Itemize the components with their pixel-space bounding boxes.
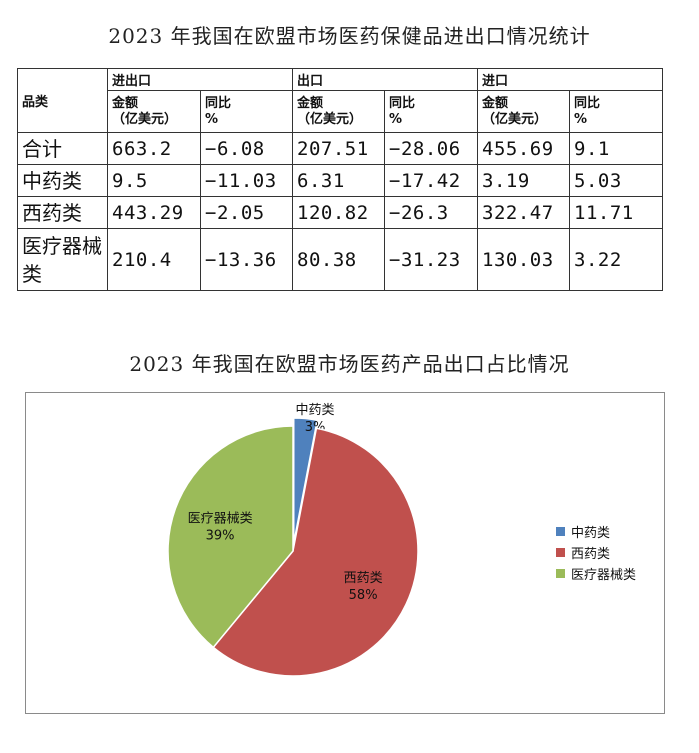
slice-percent-label: 58% [349, 588, 378, 603]
table-cell: 9.1 [569, 132, 664, 165]
legend-swatch [556, 569, 565, 578]
row-header: 品类 [17, 68, 108, 133]
legend-item: 中药类 [556, 521, 636, 542]
slice-name-label: 西药类 [344, 571, 383, 586]
table-row: 中药类 9.5 −11.03 6.31 −17.42 3.19 5.03 [17, 164, 664, 197]
chart-legend: 中药类西药类医疗器械类 [556, 521, 636, 584]
subheader-yoy: 同比% [199, 90, 294, 133]
pie-slice [167, 425, 294, 649]
table-cell: 3.22 [569, 228, 664, 291]
legend-swatch [556, 527, 565, 536]
table-cell: −13.36 [199, 228, 294, 291]
table-cell: −17.42 [384, 164, 479, 197]
row-label: 医疗器械类 [17, 228, 108, 291]
table-row: 医疗器械类 210.4 −13.36 80.38 −31.23 130.03 3.22 [17, 228, 664, 291]
row-label: 合计 [17, 132, 108, 165]
table-cell: −2.05 [199, 196, 294, 229]
legend-label: 医疗器械类 [571, 568, 637, 583]
table-cell: 322.47 [477, 196, 571, 229]
pie-chart-frame: 中药类 3% 西药类 58% 医疗器械类 39% 中药类 西药类 医疗器械类 [25, 392, 665, 714]
table-cell: 207.51 [292, 132, 386, 165]
table-cell: 120.82 [292, 196, 386, 229]
table-cell: −28.06 [384, 132, 479, 165]
subheader-yoy: 同比% [384, 90, 479, 133]
group-header-export: 出口 [292, 68, 479, 91]
table-row: 合计 663.2 −6.08 207.51 −28.06 455.69 9.1 [17, 132, 664, 165]
table-cell: −31.23 [384, 228, 479, 291]
slice-percent-label: 39% [206, 529, 235, 544]
table-cell: 6.31 [292, 164, 386, 197]
trade-stats-table: 品类 进出口 出口 进口 金额 （亿美元） 同比% 金额 （亿美元） 同比% 金额 （亿美元）… [17, 68, 664, 291]
chart-title: 2023 年我国在欧盟市场医药产品出口占比情况 [129, 352, 570, 376]
pie-slice [293, 417, 319, 544]
table-cell: 663.2 [107, 132, 201, 165]
table-cell: 130.03 [477, 228, 571, 291]
subheader-yoy: 同比% [569, 90, 664, 133]
slice-name-label: 医疗器械类 [188, 512, 253, 527]
table-cell: 210.4 [107, 228, 201, 291]
row-label: 西药类 [17, 196, 108, 229]
table-cell: −26.3 [384, 196, 479, 229]
subheader-amount: 金额 （亿美元） [477, 90, 571, 133]
table-cell: −6.08 [199, 132, 294, 165]
table-cell: 455.69 [477, 132, 571, 165]
table-row: 西药类 443.29 −2.05 120.82 −26.3 322.47 11.71 [17, 196, 664, 229]
table-cell: 11.71 [569, 196, 664, 229]
table-title: 2023 年我国在欧盟市场医药保健品进出口情况统计 [108, 24, 591, 48]
table-cell: 9.5 [107, 164, 201, 197]
row-label: 中药类 [17, 164, 108, 197]
legend-item: 医疗器械类 [556, 563, 636, 584]
table-cell: 3.19 [477, 164, 571, 197]
table-cell: 80.38 [292, 228, 386, 291]
group-header-import: 进口 [477, 68, 664, 91]
legend-swatch [556, 548, 565, 557]
legend-label: 中药类 [571, 526, 611, 541]
slice-name-label: 中药类 [295, 403, 334, 418]
table-cell: −11.03 [199, 164, 294, 197]
table-cell: 443.29 [107, 196, 201, 229]
legend-label: 西药类 [571, 547, 611, 562]
subheader-amount: 金额 （亿美元） [292, 90, 386, 133]
legend-item: 西药类 [556, 542, 636, 563]
subheader-amount: 金额 （亿美元） [107, 90, 201, 133]
pie-slice [212, 427, 419, 677]
table-cell: 5.03 [569, 164, 664, 197]
group-header-total: 进出口 [106, 68, 294, 91]
